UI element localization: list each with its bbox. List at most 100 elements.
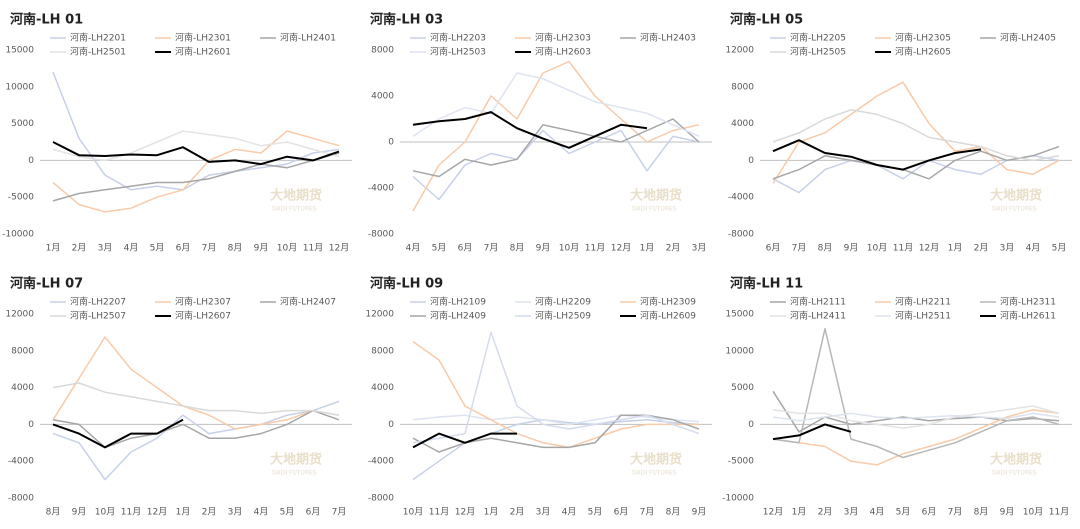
x-tick-label: 3月: [844, 507, 859, 518]
x-tick-label: 10月: [867, 243, 887, 254]
chart-title: 河南-LH 05: [730, 12, 803, 28]
series-line: [52, 400, 340, 481]
y-tick-label: 0: [748, 420, 754, 430]
x-tick-label: 1月: [46, 243, 61, 254]
y-tick-label: -10000: [2, 230, 34, 240]
legend-label: 河南-LH2401: [280, 32, 336, 44]
series-line: [52, 418, 184, 449]
series-line: [412, 60, 700, 212]
legend-label: 河南-LH2501: [70, 46, 126, 58]
watermark: DADI FUTURES: [632, 470, 677, 477]
x-tick-label: 8月: [818, 243, 833, 254]
chart-panel: 河南-LH 11 大地期货 DADI FUTURES -10000 -5000 0 5000…: [722, 276, 1072, 518]
x-tick-label: 4月: [870, 507, 885, 518]
x-tick-label: 10月: [1023, 507, 1043, 518]
x-tick-label: 7月: [484, 243, 499, 254]
legend-label: 河南-LH2411: [790, 310, 846, 322]
series-line: [412, 129, 700, 201]
chart-title: 河南-LH 11: [730, 276, 803, 292]
x-tick-label: 12月: [919, 243, 939, 254]
y-tick-label: 4000: [371, 383, 394, 393]
x-tick-label: 2月: [974, 243, 989, 254]
y-tick-label: -8000: [368, 230, 394, 240]
x-tick-label: 1月: [792, 507, 807, 518]
x-tick-label: 6月: [176, 243, 191, 254]
series-line: [52, 336, 340, 430]
legend-label: 河南-LH2307: [175, 296, 231, 308]
watermark: 大地期货: [990, 452, 1042, 468]
x-tick-label: 4月: [406, 243, 421, 254]
legend-label: 河南-LH2111: [790, 296, 846, 308]
x-tick-label: 11月: [121, 507, 141, 518]
x-tick-label: 5月: [150, 243, 165, 254]
y-tick-label: 4000: [11, 383, 34, 393]
x-tick-label: 2月: [818, 507, 833, 518]
x-tick-label: 4月: [562, 507, 577, 518]
series-line: [52, 71, 340, 191]
series-line: [52, 130, 340, 162]
x-tick-label: 10月: [403, 507, 423, 518]
legend-label: 河南-LH2403: [640, 32, 696, 44]
legend-label: 河南-LH2503: [430, 46, 486, 58]
y-tick-label: 15000: [5, 46, 34, 56]
x-tick-label: 3月: [692, 243, 707, 254]
chart-panel: 河南-LH 09 大地期货 DADI FUTURES -8000 -4000 0 4000 8…: [365, 276, 712, 518]
y-tick-label: -5000: [728, 457, 754, 467]
x-tick-label: 9月: [72, 507, 87, 518]
x-tick-label: 7月: [792, 243, 807, 254]
x-tick-label: 9月: [844, 243, 859, 254]
watermark: 大地期货: [630, 452, 682, 468]
chart-panel: 河南-LH 03 大地期货 DADI FUTURES -8000 -4000 0 4000 8…: [368, 12, 712, 254]
legend-label: 河南-LH2507: [70, 310, 126, 322]
x-tick-label: 5月: [432, 243, 447, 254]
x-tick-label: 2月: [666, 243, 681, 254]
legend-label: 河南-LH2609: [640, 310, 696, 322]
series-line: [52, 382, 340, 416]
y-tick-label: -4000: [728, 193, 754, 203]
legend-label: 河南-LH2407: [280, 296, 336, 308]
legend-label: 河南-LH2201: [70, 32, 126, 44]
legend-label: 河南-LH2309: [640, 296, 696, 308]
legend-label: 河南-LH2505: [790, 46, 846, 58]
x-tick-label: 9月: [536, 243, 551, 254]
x-tick-label: 7月: [640, 507, 655, 518]
series-line: [772, 81, 1060, 184]
series-line: [412, 331, 700, 444]
series-line: [772, 412, 1060, 422]
x-tick-label: 1月: [948, 243, 963, 254]
legend-label: 河南-LH2409: [430, 310, 486, 322]
watermark: 大地期货: [990, 188, 1042, 204]
legend-label: 河南-LH2203: [430, 32, 486, 44]
y-tick-label: 10000: [5, 82, 34, 92]
chart-title: 河南-LH 09: [370, 276, 443, 292]
series-line: [412, 72, 700, 137]
x-tick-label: 4月: [1026, 243, 1041, 254]
x-tick-label: 12月: [611, 243, 631, 254]
y-tick-label: 4000: [371, 92, 394, 102]
x-tick-label: 11月: [303, 243, 323, 254]
x-tick-label: 9月: [692, 507, 707, 518]
x-tick-label: 4月: [254, 507, 269, 518]
x-tick-label: 2月: [202, 507, 217, 518]
legend-label: 河南-LH2109: [430, 296, 486, 308]
y-tick-label: 8000: [371, 346, 394, 356]
y-tick-label: 12000: [5, 310, 34, 320]
series-line: [772, 145, 1060, 180]
series-line: [772, 423, 852, 441]
watermark: DADI FUTURES: [272, 470, 317, 477]
watermark: DADI FUTURES: [272, 206, 317, 213]
x-tick-label: 8月: [510, 243, 525, 254]
x-tick-label: 10月: [559, 243, 579, 254]
watermark: DADI FUTURES: [632, 206, 677, 213]
x-tick-label: 3月: [1000, 243, 1015, 254]
series-line: [412, 118, 700, 178]
legend-label: 河南-LH2405: [1000, 32, 1056, 44]
chart-title: 河南-LH 07: [10, 276, 83, 292]
series-line: [772, 109, 1060, 162]
y-tick-label: 0: [388, 138, 394, 148]
legend-label: 河南-LH2205: [790, 32, 846, 44]
legend-label: 河南-LH2605: [895, 46, 951, 58]
x-tick-label: 8月: [46, 507, 61, 518]
x-tick-label: 3月: [536, 507, 551, 518]
chart-panel: 河南-LH 05 大地期货 DADI FUTURES -8000 -4000 0 4000 8…: [725, 12, 1072, 254]
